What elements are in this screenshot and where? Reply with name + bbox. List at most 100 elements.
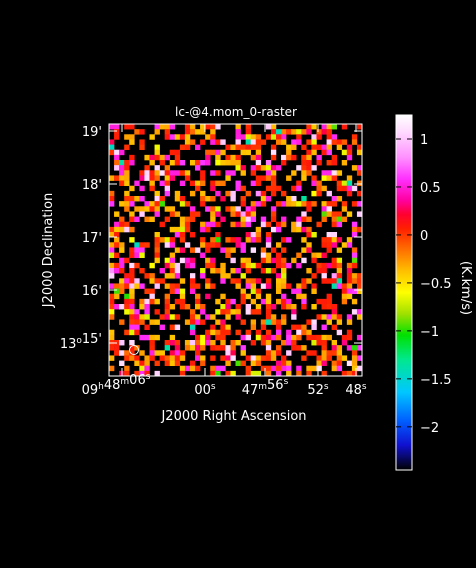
raster-pixel <box>220 340 226 346</box>
raster-pixel <box>265 298 272 305</box>
raster-pixel <box>124 370 130 377</box>
raster-pixel <box>275 221 282 228</box>
raster-pixel <box>321 175 327 181</box>
raster-pixel <box>250 309 257 315</box>
raster-pixel <box>109 252 115 259</box>
raster-pixel <box>321 370 327 377</box>
raster-pixel <box>245 124 251 130</box>
raster-pixel <box>129 293 135 300</box>
raster-pixel <box>174 134 181 140</box>
raster-pixel <box>225 324 231 331</box>
raster-pixel <box>351 226 358 233</box>
raster-pixel <box>346 334 353 341</box>
raster-pixel <box>235 211 241 217</box>
raster-pixel <box>281 154 287 161</box>
raster-pixel <box>296 165 302 171</box>
raster-pixel <box>189 340 196 346</box>
raster-pixel <box>240 293 246 300</box>
raster-pixel <box>270 124 277 130</box>
raster-pixel <box>149 201 155 207</box>
raster-pixel <box>331 340 337 346</box>
raster-pixel <box>235 237 241 243</box>
raster-pixel <box>235 144 241 151</box>
raster-pixel <box>250 211 257 217</box>
raster-pixel <box>159 268 165 274</box>
raster-pixel <box>154 370 160 377</box>
raster-pixel <box>210 257 216 264</box>
raster-pixel <box>250 206 257 212</box>
raster-pixel <box>189 324 196 331</box>
raster-pixel <box>351 257 358 264</box>
raster-pixel <box>356 180 363 187</box>
raster-pixel <box>119 340 125 346</box>
raster-pixel <box>139 242 145 248</box>
raster-pixel <box>245 268 251 274</box>
raster-pixel <box>109 190 115 197</box>
raster-pixel <box>205 226 211 233</box>
raster-pixel <box>220 149 226 156</box>
raster-pixel <box>336 329 343 336</box>
colorbar-tick-label: 0.5 <box>420 181 441 196</box>
raster-pixel <box>205 257 211 264</box>
raster-pixel <box>129 355 135 361</box>
raster-pixel <box>306 124 312 130</box>
raster-pixel <box>245 365 251 372</box>
raster-pixel <box>205 124 211 130</box>
raster-pixel <box>179 278 186 284</box>
raster-pixel <box>230 221 236 228</box>
raster-pixel <box>291 154 297 161</box>
raster-pixel <box>321 273 327 279</box>
raster-pixel <box>124 175 130 181</box>
raster-pixel <box>225 329 231 336</box>
raster-pixel <box>331 134 337 140</box>
raster-pixel <box>245 278 251 284</box>
raster-pixel <box>210 329 216 336</box>
raster-pixel <box>255 334 262 341</box>
raster-pixel <box>159 324 165 331</box>
raster-pixel <box>189 278 196 284</box>
raster-pixel <box>326 211 332 217</box>
raster-pixel <box>245 190 251 197</box>
colorbar-tick-label: −2 <box>420 421 439 436</box>
raster-pixel <box>346 175 353 181</box>
raster-pixel <box>164 237 171 243</box>
raster-pixel <box>174 160 181 166</box>
raster-pixel <box>210 262 216 269</box>
raster-pixel <box>179 350 186 356</box>
raster-pixel <box>270 314 277 320</box>
raster-pixel <box>306 370 312 377</box>
raster-pixel <box>336 345 343 351</box>
raster-pixel <box>346 154 353 161</box>
raster-pixel <box>250 288 257 295</box>
raster-pixel <box>179 196 186 202</box>
raster-pixel <box>240 257 246 264</box>
raster-pixel <box>301 293 307 300</box>
raster-pixel <box>245 262 251 269</box>
raster-pixel <box>189 129 196 135</box>
raster-pixel <box>275 139 282 145</box>
raster-pixel <box>255 370 262 377</box>
raster-pixel <box>124 124 130 130</box>
raster-pixel <box>331 283 337 289</box>
raster-pixel <box>144 175 150 181</box>
raster-pixel <box>154 237 160 243</box>
raster-pixel <box>210 216 216 223</box>
raster-pixel <box>265 355 272 361</box>
raster-pixel <box>200 273 206 279</box>
raster-pixel <box>316 221 322 228</box>
raster-pixel <box>240 185 246 192</box>
raster-pixel <box>240 334 246 341</box>
raster-pixel <box>281 134 287 140</box>
raster-pixel <box>356 365 363 372</box>
raster-pixel <box>109 124 115 130</box>
raster-pixel <box>200 160 206 166</box>
raster-pixel <box>134 355 140 361</box>
raster-pixel <box>184 139 191 145</box>
raster-pixel <box>250 170 257 176</box>
raster-pixel <box>286 329 292 336</box>
raster-pixel <box>169 350 176 356</box>
raster-pixel <box>109 283 115 289</box>
raster-pixel <box>119 201 125 207</box>
raster-pixel <box>235 134 241 140</box>
raster-pixel <box>356 334 363 341</box>
